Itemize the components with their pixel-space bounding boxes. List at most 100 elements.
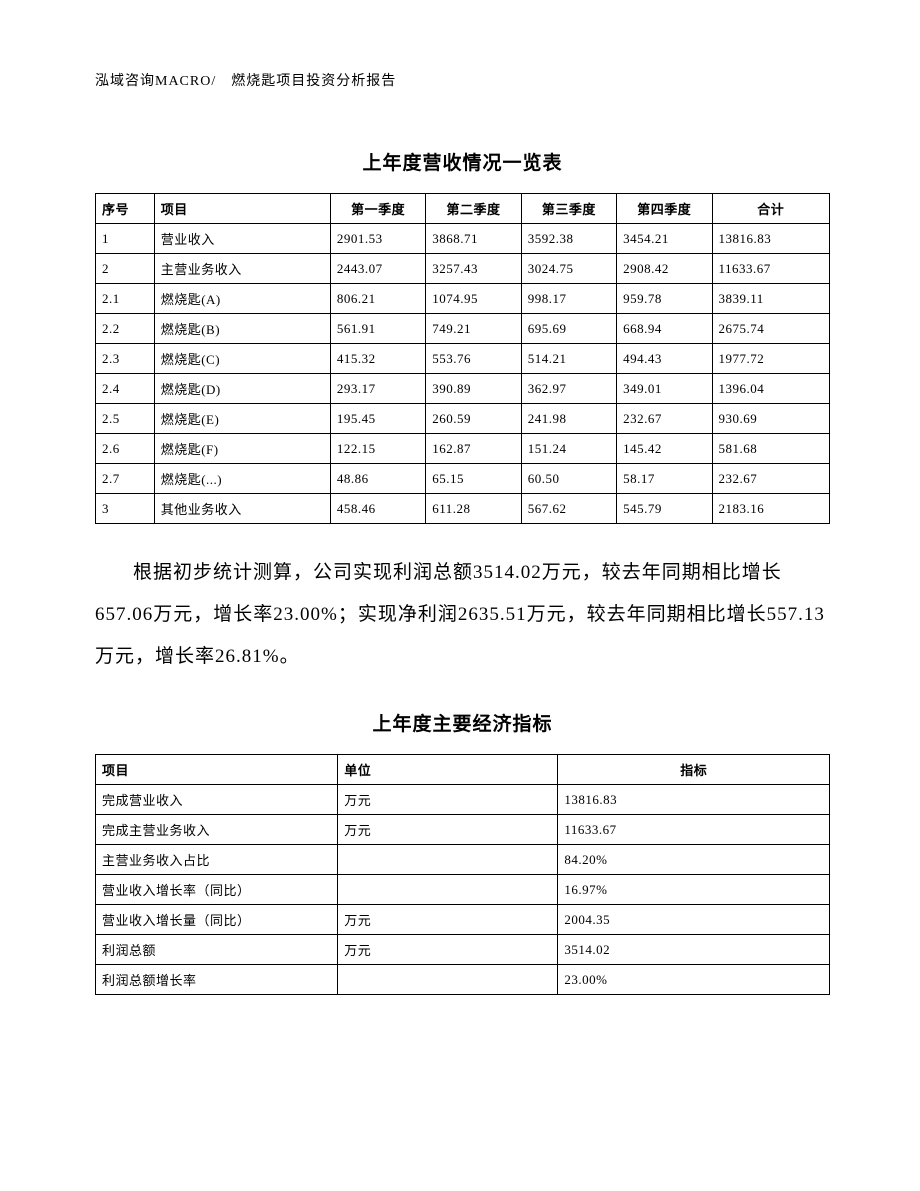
table-cell: 完成主营业务收入: [96, 815, 338, 845]
table-cell: 2: [96, 254, 155, 284]
table-cell: 514.21: [521, 344, 616, 374]
page-header: 泓域咨询MACRO/ 燃烧匙项目投资分析报告: [95, 70, 830, 90]
table-cell: 2.2: [96, 314, 155, 344]
table-cell: 362.97: [521, 374, 616, 404]
table-row: 2主营业务收入2443.073257.433024.752908.4211633…: [96, 254, 830, 284]
analysis-paragraph: 根据初步统计测算，公司实现利润总额3514.02万元，较去年同期相比增长657.…: [95, 552, 830, 677]
table-cell: 13816.83: [712, 224, 830, 254]
table-cell: 561.91: [330, 314, 425, 344]
table-cell: 燃烧匙(C): [154, 344, 330, 374]
table-cell: 3024.75: [521, 254, 616, 284]
table-cell: 营业收入增长量（同比）: [96, 905, 338, 935]
table2-title: 上年度主要经济指标: [95, 709, 830, 736]
table-cell: 2.1: [96, 284, 155, 314]
table-row: 2.6燃烧匙(F)122.15162.87151.24145.42581.68: [96, 434, 830, 464]
table-cell: 1977.72: [712, 344, 830, 374]
table-cell: 燃烧匙(B): [154, 314, 330, 344]
table-cell: 567.62: [521, 494, 616, 524]
table-cell: 553.76: [426, 344, 521, 374]
table-cell: 545.79: [617, 494, 712, 524]
table-cell: 营业收入增长率（同比）: [96, 875, 338, 905]
table-cell: 万元: [338, 785, 558, 815]
table-cell: 11633.67: [558, 815, 830, 845]
table-cell: 主营业务收入: [154, 254, 330, 284]
table-cell: 燃烧匙(E): [154, 404, 330, 434]
table-cell: 2.5: [96, 404, 155, 434]
table-cell: 48.86: [330, 464, 425, 494]
table-cell: 万元: [338, 905, 558, 935]
col-q4: 第四季度: [617, 194, 712, 224]
table-row: 2.1燃烧匙(A)806.211074.95998.17959.783839.1…: [96, 284, 830, 314]
table-cell: 万元: [338, 815, 558, 845]
table-cell: 349.01: [617, 374, 712, 404]
table-row: 利润总额万元3514.02: [96, 935, 830, 965]
table-cell: 2.7: [96, 464, 155, 494]
table-row: 2.4燃烧匙(D)293.17390.89362.97349.011396.04: [96, 374, 830, 404]
table-cell: [338, 845, 558, 875]
col-indicator: 指标: [558, 755, 830, 785]
table-row: 1营业收入2901.533868.713592.383454.2113816.8…: [96, 224, 830, 254]
table-cell: 23.00%: [558, 965, 830, 995]
table-cell: 利润总额增长率: [96, 965, 338, 995]
table-cell: 668.94: [617, 314, 712, 344]
table-cell: 260.59: [426, 404, 521, 434]
table-row: 完成营业收入万元13816.83: [96, 785, 830, 815]
table-cell: 1: [96, 224, 155, 254]
table-row: 利润总额增长率 23.00%: [96, 965, 830, 995]
table-cell: 3: [96, 494, 155, 524]
col-total: 合计: [712, 194, 830, 224]
table-cell: 145.42: [617, 434, 712, 464]
table-cell: 162.87: [426, 434, 521, 464]
table-cell: 998.17: [521, 284, 616, 314]
col-q3: 第三季度: [521, 194, 616, 224]
table-cell: 3454.21: [617, 224, 712, 254]
col-item: 项目: [96, 755, 338, 785]
table-cell: 3839.11: [712, 284, 830, 314]
col-seq: 序号: [96, 194, 155, 224]
table-cell: [338, 965, 558, 995]
table-cell: 3514.02: [558, 935, 830, 965]
col-unit: 单位: [338, 755, 558, 785]
table-cell: 2183.16: [712, 494, 830, 524]
table-header-row: 项目 单位 指标: [96, 755, 830, 785]
table-cell: 232.67: [712, 464, 830, 494]
table-cell: 959.78: [617, 284, 712, 314]
table-cell: 2.4: [96, 374, 155, 404]
table-row: 2.2燃烧匙(B)561.91749.21695.69668.942675.74: [96, 314, 830, 344]
table-cell: 完成营业收入: [96, 785, 338, 815]
table-cell: 11633.67: [712, 254, 830, 284]
table-cell: 2675.74: [712, 314, 830, 344]
table-cell: 151.24: [521, 434, 616, 464]
table-cell: 营业收入: [154, 224, 330, 254]
table-cell: 2.6: [96, 434, 155, 464]
indicator-table: 项目 单位 指标 完成营业收入万元13816.83完成主营业务收入万元11633…: [95, 754, 830, 995]
table-cell: 749.21: [426, 314, 521, 344]
table1-body: 1营业收入2901.533868.713592.383454.2113816.8…: [96, 224, 830, 524]
table-cell: 3257.43: [426, 254, 521, 284]
table-cell: 其他业务收入: [154, 494, 330, 524]
table-cell: 主营业务收入占比: [96, 845, 338, 875]
table1-title: 上年度营收情况一览表: [95, 148, 830, 175]
table-row: 2.5燃烧匙(E)195.45260.59241.98232.67930.69: [96, 404, 830, 434]
table-cell: 930.69: [712, 404, 830, 434]
col-q1: 第一季度: [330, 194, 425, 224]
table-cell: 3592.38: [521, 224, 616, 254]
table-cell: 燃烧匙(F): [154, 434, 330, 464]
table-row: 2.3燃烧匙(C)415.32553.76514.21494.431977.72: [96, 344, 830, 374]
col-q2: 第二季度: [426, 194, 521, 224]
table-cell: 16.97%: [558, 875, 830, 905]
table-cell: 2.3: [96, 344, 155, 374]
table-cell: 581.68: [712, 434, 830, 464]
table-cell: 84.20%: [558, 845, 830, 875]
table-cell: 65.15: [426, 464, 521, 494]
table-row: 2.7燃烧匙(...)48.8665.1560.5058.17232.67: [96, 464, 830, 494]
table-cell: 利润总额: [96, 935, 338, 965]
table-cell: 3868.71: [426, 224, 521, 254]
table-row: 营业收入增长率（同比） 16.97%: [96, 875, 830, 905]
table-cell: 806.21: [330, 284, 425, 314]
table-cell: 458.46: [330, 494, 425, 524]
table-row: 完成主营业务收入万元11633.67: [96, 815, 830, 845]
table-cell: 2901.53: [330, 224, 425, 254]
table-cell: 415.32: [330, 344, 425, 374]
revenue-table: 序号 项目 第一季度 第二季度 第三季度 第四季度 合计 1营业收入2901.5…: [95, 193, 830, 524]
